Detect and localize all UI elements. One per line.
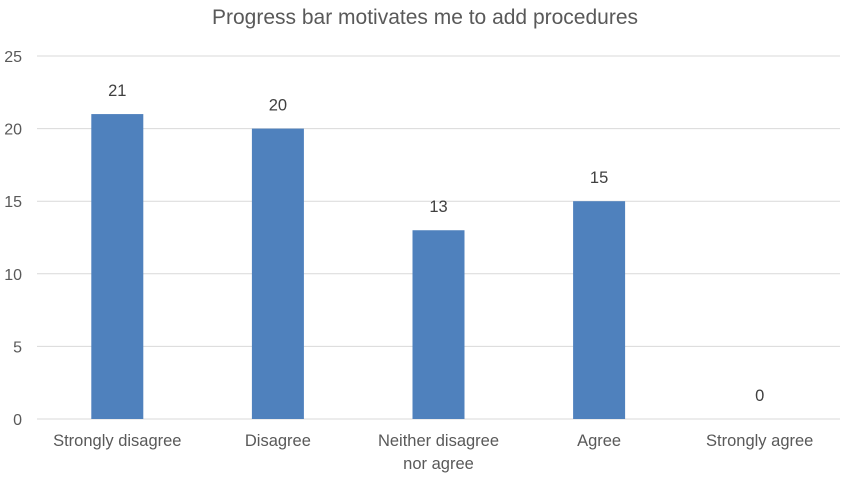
x-axis-categories: Strongly disagree Disagree Neither disagre… (53, 432, 813, 473)
x-category-label: Disagree (245, 432, 311, 450)
bars (91, 114, 626, 419)
y-tick-label: 5 (13, 339, 22, 356)
x-category-label: Strongly agree (706, 432, 813, 450)
data-label: 15 (590, 169, 608, 187)
y-tick-label: 15 (4, 194, 22, 211)
data-label: 13 (429, 198, 447, 216)
y-tick-label: 20 (4, 122, 22, 139)
y-tick-label: 0 (13, 412, 22, 429)
y-tick-label: 25 (4, 49, 22, 66)
x-category-label: Agree (577, 432, 621, 450)
chart-title: Progress bar motivates me to add procedu… (212, 6, 638, 29)
y-axis-ticks: 0 5 10 15 20 25 (4, 49, 22, 429)
y-tick-label: 10 (4, 267, 22, 284)
bar (91, 114, 144, 419)
bar (573, 201, 626, 419)
x-category-label: Neither disagree nor agree (378, 432, 499, 473)
data-label: 20 (269, 97, 287, 115)
bar (412, 230, 465, 419)
data-labels: 21 20 13 15 0 (108, 82, 764, 405)
data-label: 0 (755, 387, 764, 405)
data-label: 21 (108, 82, 126, 100)
bar (251, 128, 304, 419)
x-category-label: Strongly disagree (53, 432, 181, 450)
